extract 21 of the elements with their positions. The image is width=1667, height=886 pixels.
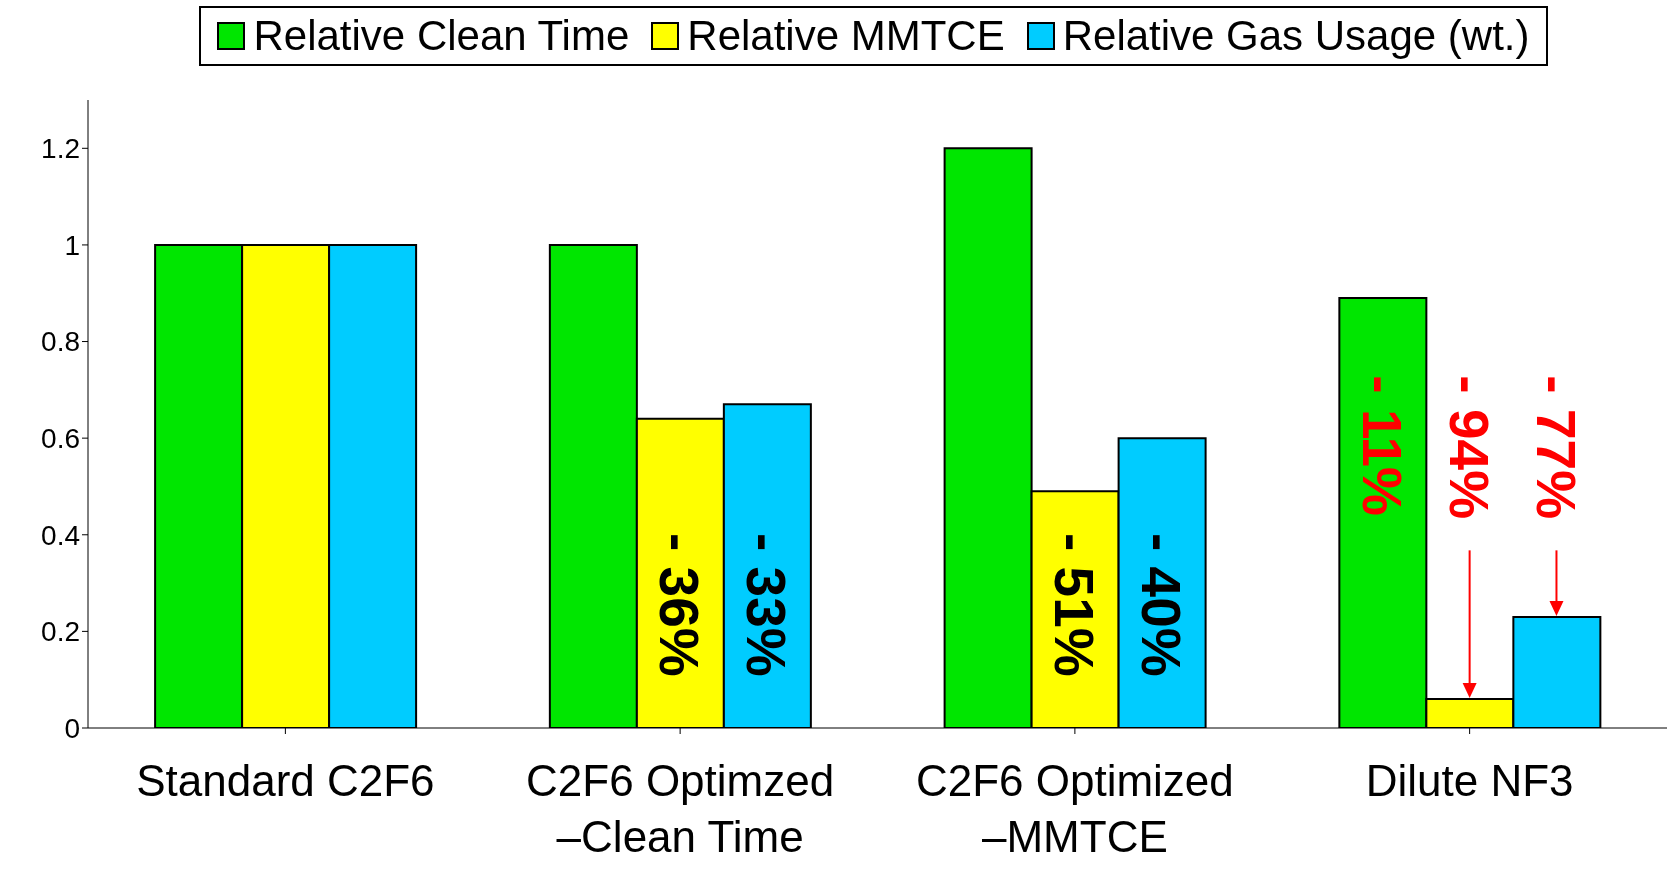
y-tick-label: 0.8 (41, 326, 80, 358)
annotation: - 40% (1129, 533, 1192, 677)
legend-label: Relative Clean Time (253, 12, 630, 60)
annotation: - 36% (648, 533, 711, 677)
y-tick-label: 1.2 (41, 133, 80, 165)
annotation: - 51% (1043, 533, 1106, 677)
y-tick-label: 0 (64, 712, 80, 744)
y-tick-label: 0.6 (41, 423, 80, 455)
x-tick-label: C2F6 Optimized –MMTCE (915, 755, 1234, 861)
legend-label: Relative Gas Usage (wt.) (1062, 12, 1530, 60)
x-tick-label: Dilute NF3 (1365, 755, 1574, 805)
y-tick-label: 0.2 (41, 616, 80, 648)
y-tick-label: 0.4 (41, 519, 80, 551)
annotation: - 94% (1437, 375, 1500, 520)
annotation: - 77% (1524, 375, 1587, 520)
legend-label: Relative MMTCE (687, 12, 1005, 60)
y-tick-label: 1 (64, 229, 80, 261)
annotation: - 33% (735, 533, 798, 677)
annotation: - 11% (1350, 375, 1413, 517)
x-tick-label: Standard C2F6 (136, 755, 435, 805)
x-tick-label: C2F6 Optimzed –Clean Time (526, 755, 835, 861)
